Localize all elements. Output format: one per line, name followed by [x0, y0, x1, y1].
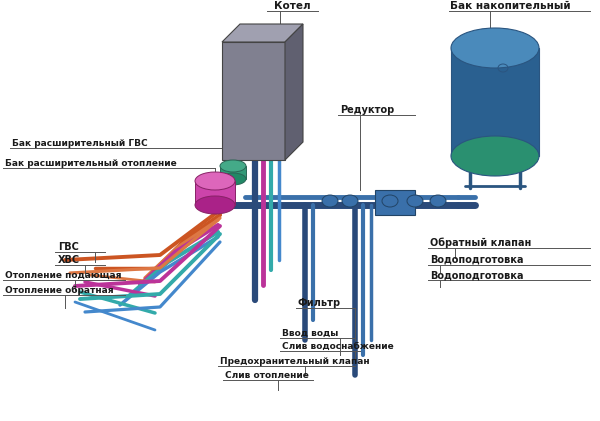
Ellipse shape: [322, 195, 338, 207]
Text: Водоподготовка: Водоподготовка: [430, 270, 523, 280]
Polygon shape: [285, 24, 303, 160]
Polygon shape: [451, 48, 539, 156]
Text: ХВС: ХВС: [58, 255, 80, 265]
Ellipse shape: [430, 195, 446, 207]
Polygon shape: [220, 166, 246, 179]
Polygon shape: [222, 42, 285, 160]
Text: Слив отопление: Слив отопление: [225, 371, 309, 380]
Text: Водоподготовка: Водоподготовка: [430, 255, 523, 265]
Text: Отопление обратная: Отопление обратная: [5, 286, 113, 295]
Polygon shape: [375, 190, 415, 215]
Polygon shape: [195, 181, 235, 205]
Text: Отопление подающая: Отопление подающая: [5, 271, 121, 280]
Ellipse shape: [195, 196, 235, 214]
Ellipse shape: [407, 195, 423, 207]
Text: Бак накопительный: Бак накопительный: [450, 1, 571, 11]
Text: Редуктор: Редуктор: [340, 105, 394, 115]
Text: ГВС: ГВС: [58, 242, 79, 252]
Text: Бак расширительный отопление: Бак расширительный отопление: [5, 159, 177, 168]
Text: Бак расширительный ГВС: Бак расширительный ГВС: [12, 139, 148, 148]
Ellipse shape: [342, 195, 358, 207]
Ellipse shape: [451, 136, 539, 176]
Text: Обратный клапан: Обратный клапан: [430, 237, 532, 248]
Text: Котел: Котел: [274, 1, 310, 11]
Ellipse shape: [195, 172, 235, 190]
Text: Ввод воды: Ввод воды: [282, 329, 338, 338]
Ellipse shape: [451, 28, 539, 68]
Ellipse shape: [382, 195, 398, 207]
Ellipse shape: [220, 173, 246, 185]
Text: Фильтр: Фильтр: [298, 298, 341, 308]
Text: Предохранительный клапан: Предохранительный клапан: [220, 357, 370, 366]
Text: Слив водоснабжение: Слив водоснабжение: [282, 342, 394, 351]
Ellipse shape: [220, 160, 246, 172]
Polygon shape: [222, 24, 303, 42]
